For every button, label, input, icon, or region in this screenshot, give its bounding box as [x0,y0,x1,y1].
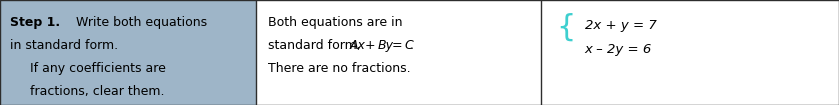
Text: 2x + y = 7: 2x + y = 7 [585,19,657,32]
Text: .: . [409,39,414,52]
Text: There are no fractions.: There are no fractions. [268,62,411,75]
Text: C: C [404,39,413,52]
Text: By: By [378,39,393,52]
Text: in standard form.: in standard form. [10,39,118,52]
Text: fractions, clear them.: fractions, clear them. [10,85,164,98]
FancyBboxPatch shape [256,0,541,105]
Text: +: + [361,39,379,52]
Text: =: = [388,39,407,52]
Text: x – 2y = 6: x – 2y = 6 [585,43,652,56]
Text: Step 1.: Step 1. [10,16,60,29]
FancyBboxPatch shape [541,0,839,105]
Text: standard form,: standard form, [268,39,365,52]
FancyBboxPatch shape [0,0,256,105]
Text: Write both equations: Write both equations [72,16,207,29]
Text: {: { [556,13,576,42]
Text: Both equations are in: Both equations are in [268,16,403,29]
Text: Ax: Ax [350,39,366,52]
Text: If any coefficients are: If any coefficients are [10,62,166,75]
